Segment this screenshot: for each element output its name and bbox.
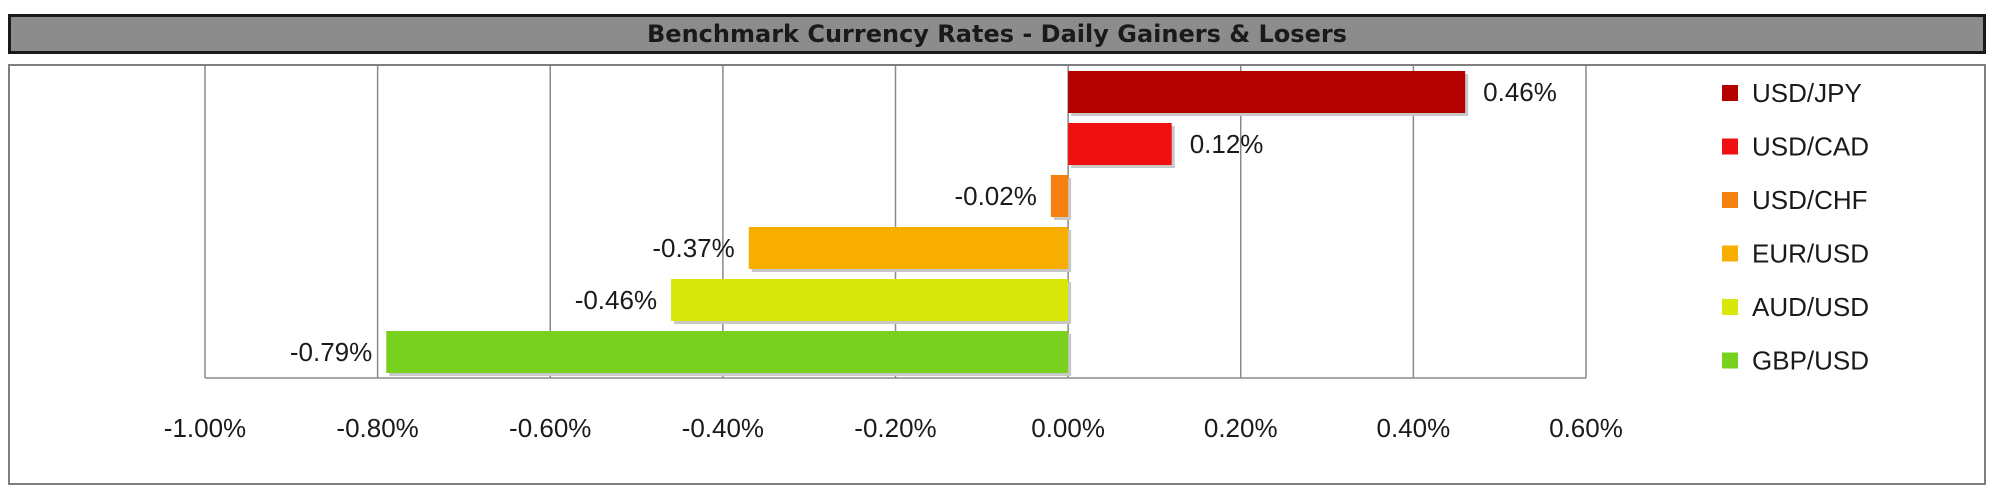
x-tick-label: 0.60%	[1549, 413, 1623, 443]
legend-swatch	[1722, 299, 1738, 315]
x-tick-label: 0.40%	[1377, 413, 1451, 443]
legend-label: GBP/USD	[1752, 346, 1869, 376]
chart-title-bar: Benchmark Currency Rates - Daily Gainers…	[8, 14, 1986, 54]
legend-swatch	[1722, 138, 1738, 155]
legend-swatch	[1722, 245, 1738, 262]
x-tick-label: -0.20%	[854, 413, 936, 443]
bar-usd-chf	[1050, 175, 1069, 217]
data-label: 0.12%	[1190, 129, 1264, 159]
bar-chart: -1.00% -0.80% -0.60% -0.40% -0.20% 0.00% 0.20%…	[164, 66, 1869, 443]
x-tick-label: -0.40%	[682, 413, 764, 443]
bar-usd-cad	[1068, 123, 1172, 165]
legend-swatch	[1722, 192, 1738, 208]
legend-label: USD/CAD	[1752, 132, 1869, 162]
x-tick-label: -1.00%	[164, 413, 246, 443]
bar-gbp-usd	[386, 331, 1069, 373]
legend-swatch	[1722, 85, 1738, 101]
bar-usd-jpy	[1068, 71, 1466, 113]
bar-aud-usd	[671, 279, 1069, 321]
x-tick-label: 0.00%	[1031, 413, 1105, 443]
data-label: -0.37%	[652, 233, 734, 263]
data-label: -0.02%	[954, 181, 1036, 211]
chart-frame: -1.00% -0.80% -0.60% -0.40% -0.20% 0.00% 0.20%…	[8, 64, 1986, 485]
data-label: -0.79%	[290, 337, 372, 367]
x-tick-label: 0.20%	[1204, 413, 1278, 443]
x-tick-label: -0.80%	[336, 413, 418, 443]
data-label: 0.46%	[1483, 77, 1557, 107]
bar-eur-usd	[748, 227, 1069, 269]
legend-label: EUR/USD	[1752, 239, 1869, 269]
data-label: -0.46%	[575, 285, 657, 315]
x-tick-label: -0.60%	[509, 413, 591, 443]
chart-title: Benchmark Currency Rates - Daily Gainers…	[647, 20, 1347, 48]
legend-label: USD/CHF	[1752, 185, 1868, 215]
legend-label: USD/JPY	[1752, 78, 1862, 108]
legend-swatch	[1722, 352, 1738, 369]
legend-label: AUD/USD	[1752, 292, 1869, 322]
